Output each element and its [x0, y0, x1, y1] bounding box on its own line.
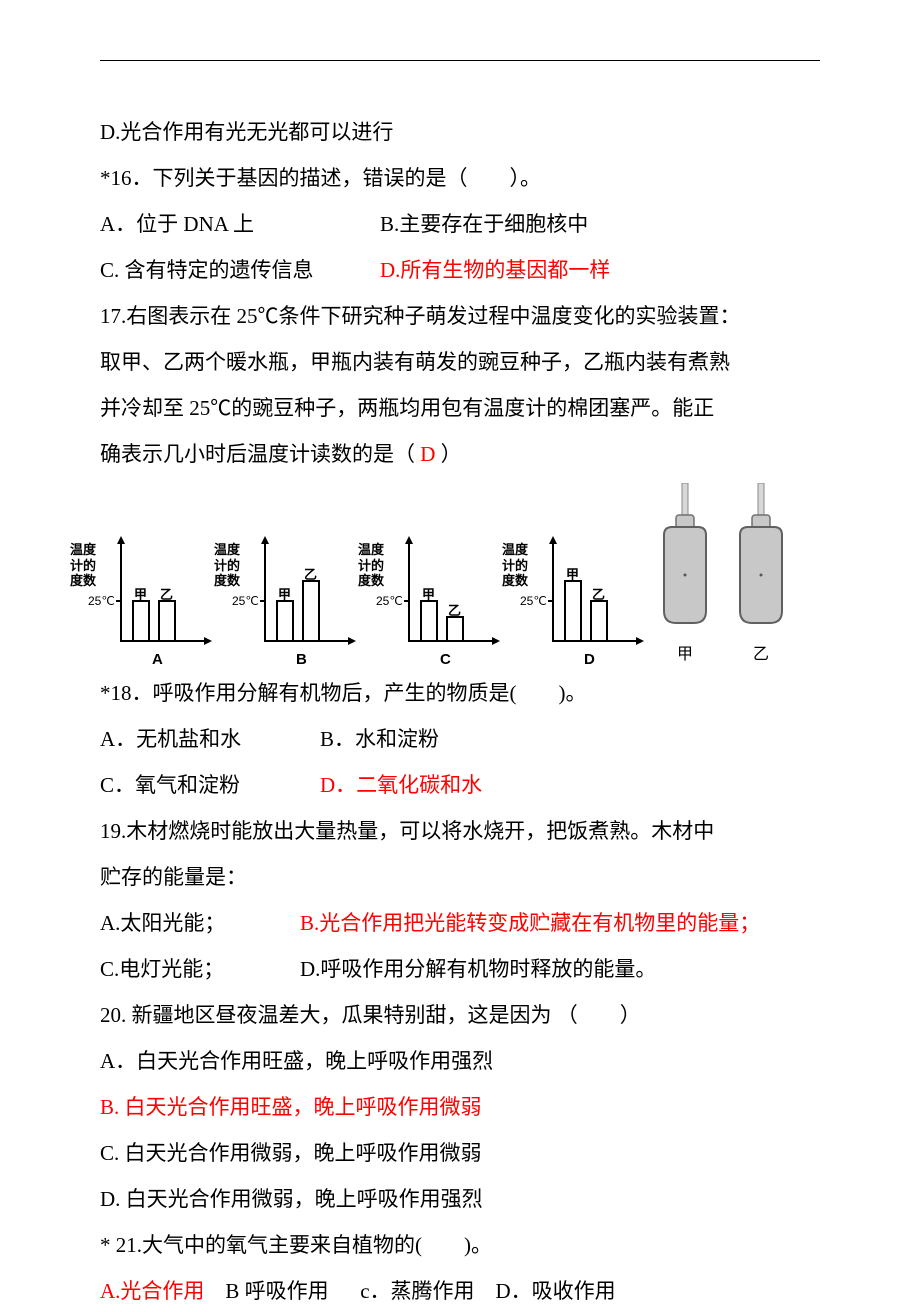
axis-x: [552, 640, 642, 642]
q16-row-cd: C. 含有特定的遗传信息 D.所有生物的基因都一样: [100, 249, 820, 291]
tick-25: 25℃: [232, 594, 259, 608]
bar-yi: [158, 600, 176, 640]
bar-jia: [132, 600, 150, 640]
bar-jia: [564, 580, 582, 640]
q18-stem: *18．呼吸作用分解有机物后，产生的物质是( )。: [100, 672, 820, 714]
bar-jia-label: 甲: [134, 584, 147, 603]
bar-yi: [446, 616, 464, 640]
q21-option-c: c．蒸腾作用: [360, 1279, 474, 1303]
q17-line2: 取甲、乙两个暖水瓶，甲瓶内装有萌发的豌豆种子，乙瓶内装有煮熟: [100, 341, 820, 383]
q16-option-a: A．位于 DNA 上: [100, 203, 380, 245]
y-axis-label: 温度计的度数: [70, 542, 96, 589]
q19-row-cd: C.电灯光能； D.呼吸作用分解有机物时释放的能量。: [100, 948, 820, 990]
axis-y: [120, 538, 122, 642]
q20-option-d: D. 白天光合作用微弱，晚上呼吸作用强烈: [100, 1178, 820, 1220]
q18-row-cd: C．氧气和淀粉 D．二氧化碳和水: [100, 764, 820, 806]
bar-yi: [590, 600, 608, 640]
q16-option-b: B.主要存在于细胞核中: [380, 203, 820, 245]
flask-jia: 甲: [656, 483, 714, 664]
flask-jia-label: 甲: [656, 640, 714, 664]
q17-line4-a: 确表示几小时后温度计读数的是（: [100, 442, 420, 466]
chart-letter: A: [152, 651, 163, 668]
q19-option-b: B.光合作用把光能转变成贮藏在有机物里的能量；: [300, 902, 760, 944]
chart-D: 温度计的度数25℃甲乙D: [502, 534, 642, 664]
q18-option-d: D．二氧化碳和水: [320, 764, 482, 806]
tick-25: 25℃: [88, 594, 115, 608]
q17-line4: 确表示几小时后温度计读数的是（ D ）: [100, 433, 820, 475]
chart-B: 温度计的度数25℃甲乙B: [214, 534, 354, 664]
q20-stem: 20. 新疆地区昼夜温差大，瓜果特别甜，这是因为 （ ）: [100, 994, 820, 1036]
q19-row-ab: A.太阳光能； B.光合作用把光能转变成贮藏在有机物里的能量；: [100, 902, 820, 944]
q19-option-d: D.呼吸作用分解有机物时释放的能量。: [300, 948, 656, 990]
axis-x: [264, 640, 354, 642]
flask-yi-label: 乙: [732, 640, 790, 664]
q16-stem: *16．下列关于基因的描述，错误的是（ ）。: [100, 157, 820, 199]
bar-jia-label: 甲: [422, 584, 435, 603]
tick-mark: [116, 600, 122, 602]
q17-line3: 并冷却至 25℃的豌豆种子，两瓶均用包有温度计的棉团塞严。能正: [100, 387, 820, 429]
q21-option-b: B 呼吸作用: [225, 1279, 328, 1303]
chart-letter: D: [584, 651, 595, 668]
q17-figure-row: 温度计的度数25℃甲乙A温度计的度数25℃甲乙B温度计的度数25℃甲乙C温度计的…: [70, 483, 820, 664]
q21-stem: * 21.大气中的氧气主要来自植物的( )。: [100, 1224, 820, 1266]
y-axis-label: 温度计的度数: [214, 542, 240, 589]
axis-x: [408, 640, 498, 642]
bar-yi-label: 乙: [592, 584, 605, 603]
flask-jia-icon: [656, 483, 714, 633]
bar-yi-label: 乙: [304, 564, 317, 583]
bar-jia: [276, 600, 294, 640]
flask-yi-icon: [732, 483, 790, 633]
q20-option-c: C. 白天光合作用微弱，晚上呼吸作用微弱: [100, 1132, 820, 1174]
header-rule: [100, 60, 820, 61]
bar-yi-label: 乙: [160, 584, 173, 603]
chart-A: 温度计的度数25℃甲乙A: [70, 534, 210, 664]
q19-option-a: A.太阳光能；: [100, 902, 300, 944]
y-axis-label: 温度计的度数: [502, 542, 528, 589]
axis-y: [408, 538, 410, 642]
q15-option-d: D.光合作用有光无光都可以进行: [100, 111, 820, 153]
chart-C: 温度计的度数25℃甲乙C: [358, 534, 498, 664]
bar-jia: [420, 600, 438, 640]
tick-mark: [404, 600, 410, 602]
q21-options: A.光合作用 B 呼吸作用 c．蒸腾作用 D．吸收作用: [100, 1270, 820, 1312]
bar-jia-label: 甲: [566, 564, 579, 583]
q16-option-c: C. 含有特定的遗传信息: [100, 249, 380, 291]
bar-jia-label: 甲: [278, 584, 291, 603]
axis-y: [552, 538, 554, 642]
tick-25: 25℃: [520, 594, 547, 608]
chart-letter: B: [296, 651, 307, 668]
flasks-container: 甲 乙: [656, 483, 790, 664]
q19-option-c: C.电灯光能；: [100, 948, 300, 990]
tick-mark: [260, 600, 266, 602]
tick-25: 25℃: [376, 594, 403, 608]
q21-option-d: D．吸收作用: [496, 1279, 616, 1303]
q18-row-ab: A．无机盐和水 B．水和淀粉: [100, 718, 820, 760]
q20-option-a: A．白天光合作用旺盛，晚上呼吸作用强烈: [100, 1040, 820, 1082]
bar-yi-label: 乙: [448, 600, 461, 619]
q17-line1: 17.右图表示在 25℃条件下研究种子萌发过程中温度变化的实验装置：: [100, 295, 820, 337]
q18-option-c: C．氧气和淀粉: [100, 764, 320, 806]
q20-option-b: B. 白天光合作用旺盛，晚上呼吸作用微弱: [100, 1086, 820, 1128]
bar-yi: [302, 580, 320, 640]
axis-y: [264, 538, 266, 642]
axis-x: [120, 640, 210, 642]
flask-yi: 乙: [732, 483, 790, 664]
q18-option-b: B．水和淀粉: [320, 718, 439, 760]
q19-line1: 19.木材燃烧时能放出大量热量，可以将水烧开，把饭煮熟。木材中: [100, 810, 820, 852]
q21-option-a: A.光合作用: [100, 1279, 204, 1303]
y-axis-label: 温度计的度数: [358, 542, 384, 589]
charts-container: 温度计的度数25℃甲乙A温度计的度数25℃甲乙B温度计的度数25℃甲乙C温度计的…: [70, 534, 646, 664]
tick-mark: [548, 600, 554, 602]
q16-row-ab: A．位于 DNA 上 B.主要存在于细胞核中: [100, 203, 820, 245]
q19-line2: 贮存的能量是：: [100, 856, 820, 898]
q17-line4-b: ）: [435, 442, 461, 466]
q17-answer: D: [420, 442, 435, 466]
q18-option-a: A．无机盐和水: [100, 718, 320, 760]
q16-option-d: D.所有生物的基因都一样: [380, 249, 820, 291]
chart-letter: C: [440, 651, 451, 668]
